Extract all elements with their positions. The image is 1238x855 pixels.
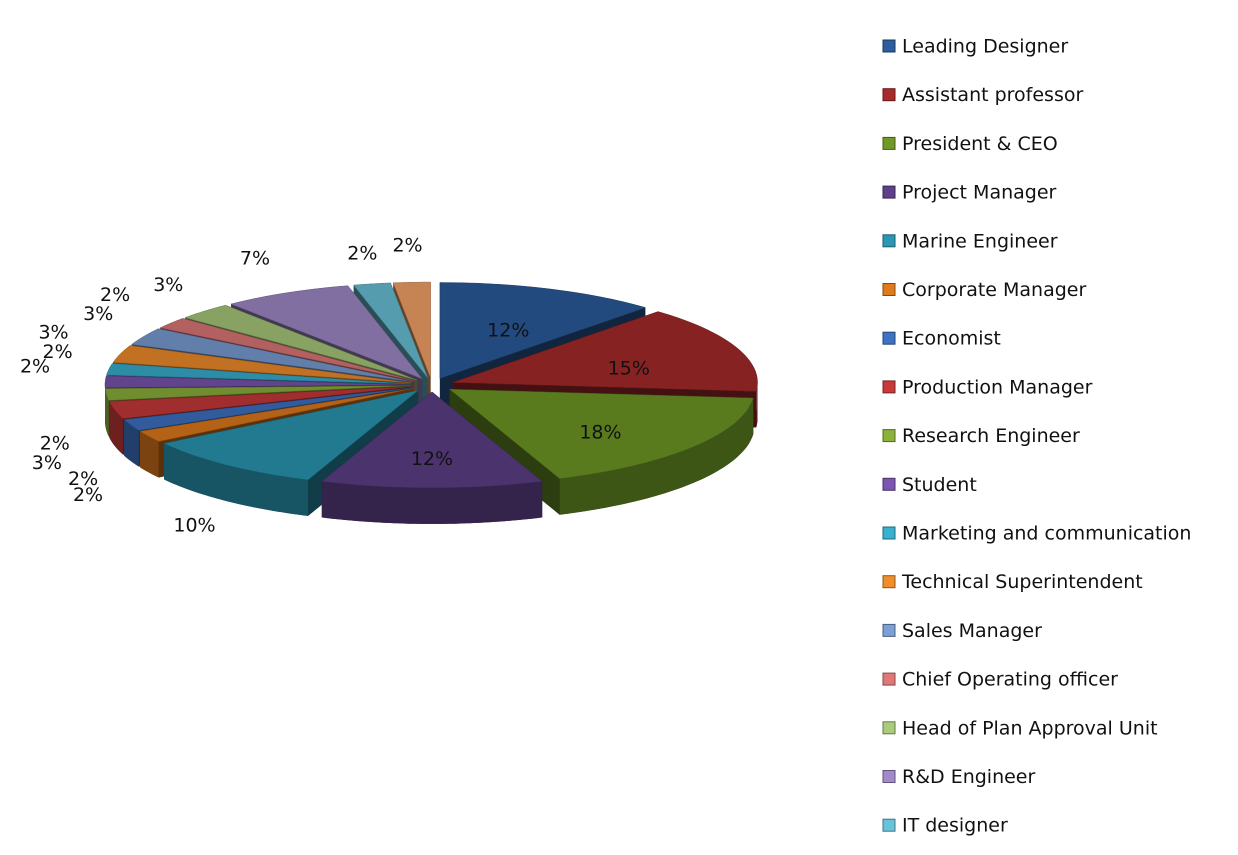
slice-top [392,281,431,379]
legend-swatch [882,429,896,443]
slice-top [131,328,413,382]
legend-swatch [882,136,896,150]
legend-label: Project Manager [902,182,1057,204]
legend-swatch [882,526,896,540]
data-label: 2% [73,484,103,506]
legend-swatch [882,818,896,832]
data-label: 12% [487,320,529,342]
legend-label: Marketing and communication [902,523,1191,545]
data-label: 3% [153,274,183,296]
legend-swatch [882,672,896,686]
legend-swatch [882,234,896,248]
slice-top [104,385,411,401]
legend-label: IT designer [902,815,1008,837]
legend-swatch [882,380,896,394]
slice-top [108,386,411,419]
slice-wall [164,443,308,516]
data-label: 3% [83,303,113,325]
legend-label: President & CEO [902,133,1058,155]
slice-top [106,363,411,385]
slice-top [321,391,543,489]
legend-swatch [882,721,896,735]
slice-wall [105,388,109,437]
slice-top [112,345,412,384]
legend-swatch [882,185,896,199]
legend-swatch [882,88,896,102]
data-label: 3% [32,452,62,474]
legend-label: Research Engineer [902,425,1080,447]
legend-label: Corporate Manager [902,279,1086,301]
data-label: 7% [240,248,270,270]
legend-label: Marine Engineer [902,230,1058,252]
legend-label: Economist [902,328,1001,350]
slice-wall [321,481,543,524]
slice-top [139,388,413,442]
slice-top [123,387,412,431]
data-label: 2% [43,341,73,363]
legend-label: Production Manager [902,376,1093,398]
slice-top [163,390,419,481]
data-label: 2% [347,242,377,264]
legend-label: R&D Engineer [902,766,1035,788]
slice-wall [756,384,758,428]
data-label: 10% [173,514,215,536]
data-label: 3% [38,322,68,344]
slice-wall [559,398,754,515]
legend-label: Sales Manager [902,620,1042,642]
slice-top [448,388,754,479]
data-label: 12% [411,448,453,470]
legend-swatch [882,39,896,53]
slice-wall [139,431,159,478]
slice-wall [124,419,139,467]
slice-top [184,304,417,381]
slice-top [439,282,647,379]
legend-label: Technical Superintendent [901,571,1143,593]
legend-swatch [882,770,896,783]
legend-label: Student [902,474,977,496]
data-label: 18% [579,422,621,444]
slice-top [159,318,415,382]
legend-label: Chief Operating officer [902,669,1118,691]
slice-top [353,282,429,379]
data-label: 2% [40,433,70,455]
legend-label: Assistant professor [902,84,1083,106]
legend-swatch [882,623,896,637]
slice-top [452,311,758,392]
legend-swatch [882,331,896,345]
slice-top [104,375,411,388]
slice-top [230,285,423,380]
data-label: 2% [100,284,130,306]
legend-swatch [882,477,896,491]
legend-label: Leading Designer [902,36,1068,58]
data-label: 2% [20,356,50,378]
legend-label: Head of Plan Approval Unit [902,717,1158,739]
slice-wall [109,401,123,455]
data-label: 15% [608,357,650,379]
legend-swatch [882,283,896,296]
data-label: 2% [68,468,98,490]
data-label: 2% [392,235,422,257]
legend-swatch [882,575,896,589]
pie-slice [321,391,543,524]
